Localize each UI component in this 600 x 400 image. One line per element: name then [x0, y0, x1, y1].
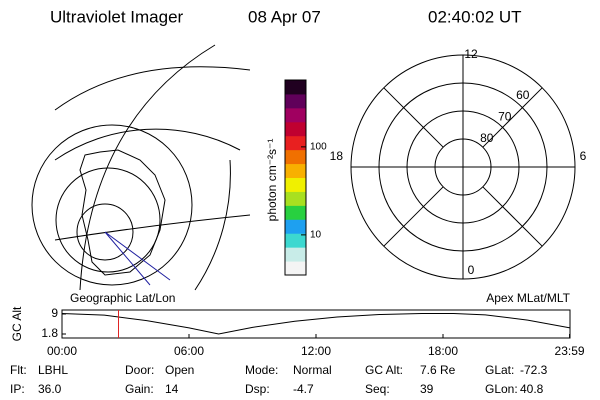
- colorbar-label: photon cm⁻²s⁻¹: [265, 139, 279, 222]
- map-grid: [31, 124, 193, 286]
- info-label: Mode:: [245, 363, 278, 377]
- info-value: -72.3: [520, 363, 548, 377]
- color-step: [285, 261, 306, 276]
- info-label: Gain:: [125, 382, 154, 396]
- tick-label: 10: [310, 230, 322, 241]
- color-step: [285, 205, 306, 220]
- y-tick-label: 9: [51, 306, 58, 320]
- info-value: 7.6 Re: [420, 363, 456, 377]
- mlt-label: 0: [468, 263, 475, 277]
- map-grid: [54, 128, 241, 161]
- plot-frame: [61, 309, 571, 339]
- meridian: [383, 186, 444, 247]
- x-tick-label: 23:59: [555, 344, 585, 358]
- color-step: [285, 219, 306, 234]
- polar-title: Apex MLat/MLT: [486, 291, 570, 305]
- color-step: [285, 233, 306, 248]
- y-axis-label: GC Alt: [10, 306, 24, 341]
- color-step: [285, 149, 306, 165]
- lat-label: 70: [498, 109, 512, 123]
- mlt-label: 12: [464, 47, 478, 61]
- info-label: Seq:: [365, 382, 390, 396]
- info-value: 14: [165, 382, 179, 396]
- x-tick-label: 06:00: [174, 344, 204, 358]
- geographic-map: [31, 44, 251, 291]
- time: 02:40:02 UT: [428, 7, 522, 26]
- mlt-label: 6: [580, 149, 587, 163]
- map-label: Geographic Lat/Lon: [70, 291, 175, 305]
- date: 08 Apr 07: [248, 7, 321, 26]
- lat-ring: [378, 82, 548, 252]
- info-value: 39: [420, 382, 434, 396]
- info-label: IP:: [10, 382, 25, 396]
- color-step: [285, 135, 306, 151]
- meridian: [482, 87, 543, 148]
- title: Ultraviolet Imager: [50, 7, 184, 26]
- meridian: [383, 87, 444, 148]
- x-tick-label: 12:00: [301, 344, 331, 358]
- info-value: 36.0: [38, 382, 62, 396]
- color-step: [285, 247, 306, 262]
- lat-ring: [434, 138, 492, 196]
- info-value: LBHL: [38, 363, 68, 377]
- info-label: GLon:: [485, 382, 518, 396]
- map-grid: [79, 44, 216, 291]
- meridian: [482, 186, 543, 247]
- info-value: 40.8: [520, 382, 544, 396]
- info-label: Flt:: [10, 363, 27, 377]
- colorbar-frame: [284, 79, 307, 276]
- x-tick-label: 00:00: [47, 344, 77, 358]
- info-panel: Flt: LBHL Door: Open Mode: Normal GC Alt: 7.6 R…: [10, 363, 548, 396]
- color-step: [285, 107, 306, 123]
- color-step: [285, 177, 306, 192]
- info-value: -4.7: [293, 382, 314, 396]
- info-label: GC Alt:: [365, 363, 403, 377]
- info-label: Door:: [125, 363, 154, 377]
- lat-label: 60: [516, 88, 530, 102]
- map-grid: [194, 159, 231, 291]
- color-step: [285, 191, 306, 206]
- info-value: Normal: [293, 363, 332, 377]
- lat-ring: [406, 110, 520, 224]
- x-tick-label: 18:00: [428, 344, 458, 358]
- track: [104, 231, 171, 286]
- altitude-plot: 1.8 9 00:00 06:00 12:00 18:00 23:59: [41, 306, 585, 358]
- y-tick-label: 1.8: [41, 326, 58, 340]
- map-grid: [54, 66, 251, 111]
- info-label: GLat:: [485, 363, 514, 377]
- colorbar: 10 100: [284, 79, 327, 276]
- mlt-label: 18: [330, 149, 344, 163]
- info-label: Dsp:: [245, 382, 270, 396]
- lat-label: 80: [480, 131, 494, 145]
- map-grid: [76, 203, 134, 261]
- info-value: Open: [165, 363, 194, 377]
- tick-label: 100: [310, 142, 327, 153]
- altitude-line: [61, 312, 571, 335]
- map-grid: [55, 167, 161, 273]
- color-step: [285, 80, 306, 95]
- color-step: [285, 163, 306, 178]
- coastline: [79, 149, 166, 276]
- color-step: [285, 121, 306, 137]
- color-step: [285, 93, 306, 109]
